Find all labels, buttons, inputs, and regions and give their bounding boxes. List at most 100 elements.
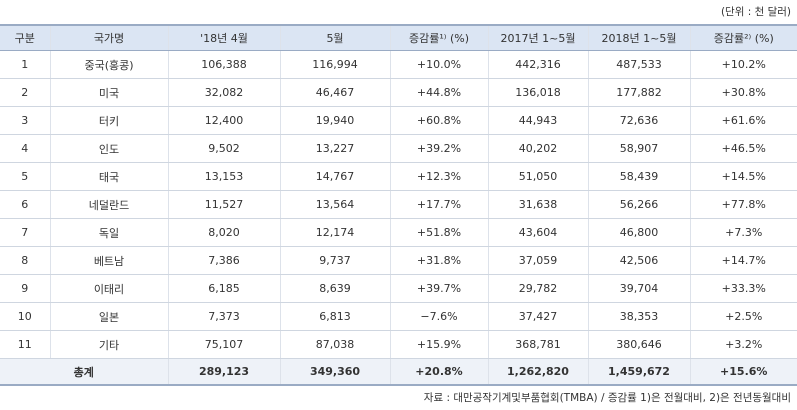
table-cell: 42,506 (587, 246, 690, 275)
table-cell: 177,882 (587, 78, 690, 107)
table-row: 9 이태리 6,185 8,639 +39.7% 29,782 39,704 +33.3% (0, 274, 797, 303)
table-cell: 9 (0, 274, 50, 303)
table-cell: 중국(홍콩) (49, 50, 168, 79)
table-cell: +7.3% (689, 218, 797, 247)
table-cell: 11,527 (167, 190, 280, 219)
table-cell: 12,174 (279, 218, 390, 247)
total-cell: 1,262,820 (487, 358, 588, 386)
header-cell: 2017년 1~5월 (487, 24, 588, 51)
table-cell: +39.2% (389, 134, 488, 163)
table-cell: +77.8% (689, 190, 797, 219)
table-cell: +39.7% (389, 274, 488, 303)
table-cell: 87,038 (279, 330, 390, 359)
table-cell: 9,737 (279, 246, 390, 275)
header-cell: 5월 (279, 24, 390, 51)
table-cell: 13,227 (279, 134, 390, 163)
table-cell: 58,439 (587, 162, 690, 191)
table-cell: +3.2% (689, 330, 797, 359)
table-cell: 8,639 (279, 274, 390, 303)
table-cell: +15.9% (389, 330, 488, 359)
table-cell: +60.8% (389, 106, 488, 135)
table-cell: 8,020 (167, 218, 280, 247)
table-row: 10 일본 7,373 6,813 −7.6% 37,427 38,353 +2.5% (0, 302, 797, 331)
table-cell: 11 (0, 330, 50, 359)
table-cell: 인도 (49, 134, 168, 163)
table-cell: +14.7% (689, 246, 797, 275)
table-cell: 31,638 (487, 190, 588, 219)
table-cell: 7 (0, 218, 50, 247)
header-row: 구분 국가명 '18년 4월 5월 증감률¹⁾ (%) 2017년 1~5월 2018년 1… (0, 24, 797, 51)
table-row: 5 태국 13,153 14,767 +12.3% 51,050 58,439 +14.5% (0, 162, 797, 191)
table-cell: +30.8% (689, 78, 797, 107)
table-cell: +14.5% (689, 162, 797, 191)
table-cell: 19,940 (279, 106, 390, 135)
total-cell: 1,459,672 (587, 358, 690, 386)
table-row: 4 인도 9,502 13,227 +39.2% 40,202 58,907 +46.5% (0, 134, 797, 163)
table-cell: 38,353 (587, 302, 690, 331)
table-cell: +2.5% (689, 302, 797, 331)
header-cell: 국가명 (49, 24, 168, 51)
table-row: 8 베트남 7,386 9,737 +31.8% 37,059 42,506 +14.7% (0, 246, 797, 275)
table-cell: 8 (0, 246, 50, 275)
table-row: 6 네덜란드 11,527 13,564 +17.7% 31,638 56,266 +77.8… (0, 190, 797, 219)
table-body: 1 중국(홍콩) 106,388 116,994 +10.0% 442,316 487,53… (0, 50, 797, 386)
table-row: 1 중국(홍콩) 106,388 116,994 +10.0% 442,316 487,53… (0, 50, 797, 79)
table-row: 3 터키 12,400 19,940 +60.8% 44,943 72,636 +61.6% (0, 106, 797, 135)
table-cell: 43,604 (487, 218, 588, 247)
table-cell: 116,994 (279, 50, 390, 79)
header-cell: 2018년 1~5월 (587, 24, 690, 51)
table-cell: −7.6% (389, 302, 488, 331)
header-cell: 증감률¹⁾ (%) (389, 24, 488, 51)
table-cell: 1 (0, 50, 50, 79)
total-cell: 289,123 (167, 358, 280, 386)
table-cell: 37,059 (487, 246, 588, 275)
table-cell: 46,467 (279, 78, 390, 107)
table-cell: 4 (0, 134, 50, 163)
total-cell: +15.6% (689, 358, 797, 386)
table-cell: 독일 (49, 218, 168, 247)
table-cell: 29,782 (487, 274, 588, 303)
table-cell: 12,400 (167, 106, 280, 135)
table-cell: 7,373 (167, 302, 280, 331)
table-cell: +61.6% (689, 106, 797, 135)
header-cell: '18년 4월 (167, 24, 280, 51)
table-cell: 미국 (49, 78, 168, 107)
table-cell: +51.8% (389, 218, 488, 247)
table-cell: +12.3% (389, 162, 488, 191)
table-cell: +10.0% (389, 50, 488, 79)
table-cell: 368,781 (487, 330, 588, 359)
table-cell: 2 (0, 78, 50, 107)
table-cell: 3 (0, 106, 50, 135)
table-cell: 5 (0, 162, 50, 191)
table-cell: 56,266 (587, 190, 690, 219)
table-cell: 72,636 (587, 106, 690, 135)
table-cell: +31.8% (389, 246, 488, 275)
table-cell: 32,082 (167, 78, 280, 107)
table-cell: +17.7% (389, 190, 488, 219)
table-cell: 46,800 (587, 218, 690, 247)
table-cell: +46.5% (689, 134, 797, 163)
table-cell: 442,316 (487, 50, 588, 79)
table-row: 7 독일 8,020 12,174 +51.8% 43,604 46,800 +7.3% (0, 218, 797, 247)
source-note: 자료 : 대만공작기계및부품협회(TMBA) / 증감률 1)은 전월대비, 2… (423, 392, 791, 404)
table-cell: 터키 (49, 106, 168, 135)
table-cell: 40,202 (487, 134, 588, 163)
table-cell: 44,943 (487, 106, 588, 135)
table-cell: 태국 (49, 162, 168, 191)
table-cell: 13,153 (167, 162, 280, 191)
table-cell: 13,564 (279, 190, 390, 219)
total-cell: 총계 (0, 358, 168, 386)
table-cell: 14,767 (279, 162, 390, 191)
table-cell: 106,388 (167, 50, 280, 79)
table-cell: 58,907 (587, 134, 690, 163)
table-cell: 6,813 (279, 302, 390, 331)
header-cell: 증감률²⁾ (%) (689, 24, 797, 51)
total-cell: +20.8% (389, 358, 488, 386)
header-cell: 구분 (0, 24, 50, 51)
table-cell: 9,502 (167, 134, 280, 163)
table-cell: 380,646 (587, 330, 690, 359)
table-cell: 베트남 (49, 246, 168, 275)
table-cell: 487,533 (587, 50, 690, 79)
total-row: 총계 289,123 349,360 +20.8% 1,262,820 1,459,672… (0, 358, 797, 386)
